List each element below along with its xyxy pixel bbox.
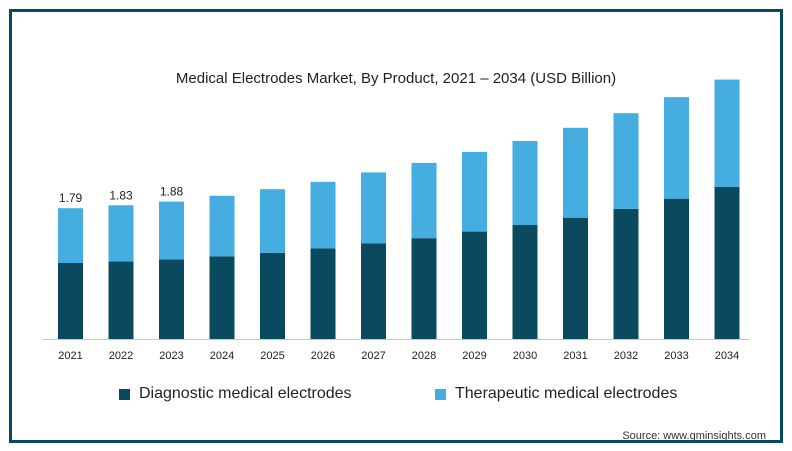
x-tick-label: 2033 bbox=[664, 350, 688, 362]
legend-swatch-therapeutic bbox=[435, 388, 446, 400]
x-tick-label: 2028 bbox=[412, 350, 436, 362]
x-tick-label: 2025 bbox=[260, 350, 284, 362]
bar-diagnostic-2026 bbox=[310, 248, 336, 339]
x-tick-label: 2023 bbox=[159, 350, 183, 362]
bar-therapeutic-2023 bbox=[159, 201, 184, 260]
x-tick-label: 2032 bbox=[614, 350, 638, 362]
x-tick-label: 2029 bbox=[462, 350, 486, 362]
bar-diagnostic-2024 bbox=[209, 256, 235, 339]
data-label-total: 1.79 bbox=[59, 191, 83, 205]
bar-diagnostic-2029 bbox=[462, 231, 487, 339]
source-note: Source: www.gminsights.com bbox=[622, 430, 766, 442]
bar-therapeutic-2025 bbox=[260, 189, 285, 253]
bar-diagnostic-2034 bbox=[714, 187, 740, 339]
x-tick-label: 2027 bbox=[361, 350, 385, 362]
x-tick-label: 2022 bbox=[109, 350, 133, 362]
bar-diagnostic-2028 bbox=[411, 238, 437, 339]
legend-item-therapeutic: Therapeutic medical electrodes bbox=[435, 385, 677, 403]
bar-therapeutic-2030 bbox=[512, 140, 538, 225]
bar-diagnostic-2031 bbox=[563, 217, 588, 339]
bar-diagnostic-2021 bbox=[58, 263, 83, 339]
bar-therapeutic-2024 bbox=[209, 195, 235, 257]
bar-diagnostic-2030 bbox=[512, 225, 538, 339]
data-label-total: 1.83 bbox=[109, 188, 133, 202]
bar-therapeutic-2022 bbox=[108, 205, 134, 262]
data-label-total: 1.88 bbox=[160, 185, 184, 199]
x-tick-label: 2030 bbox=[513, 350, 537, 362]
legend-label-therapeutic: Therapeutic medical electrodes bbox=[455, 385, 678, 402]
bar-therapeutic-2033 bbox=[664, 97, 689, 199]
bar-diagnostic-2022 bbox=[108, 261, 134, 339]
legend-swatch-diagnostic bbox=[119, 388, 130, 400]
bar-therapeutic-2026 bbox=[310, 181, 336, 249]
x-tick-label: 2026 bbox=[311, 350, 335, 362]
bar-therapeutic-2028 bbox=[411, 162, 437, 239]
bar-therapeutic-2031 bbox=[563, 127, 588, 218]
chart-frame: Medical Electrodes Market, By Product, 2… bbox=[9, 9, 783, 443]
bar-diagnostic-2027 bbox=[361, 243, 386, 339]
x-tick-label: 2034 bbox=[715, 350, 739, 362]
bar-therapeutic-2021 bbox=[58, 208, 83, 263]
legend-label-diagnostic: Diagnostic medical electrodes bbox=[139, 385, 352, 402]
legend-item-diagnostic: Diagnostic medical electrodes bbox=[119, 385, 352, 403]
chart-title: Medical Electrodes Market, By Product, 2… bbox=[175, 70, 617, 87]
bar-therapeutic-2034 bbox=[714, 79, 740, 187]
bar-therapeutic-2027 bbox=[361, 172, 386, 244]
bar-diagnostic-2032 bbox=[613, 208, 639, 339]
bar-therapeutic-2029 bbox=[462, 151, 487, 232]
bar-diagnostic-2025 bbox=[260, 252, 285, 339]
x-tick-label: 2024 bbox=[210, 350, 234, 362]
bar-diagnostic-2023 bbox=[159, 259, 184, 339]
x-tick-label: 2031 bbox=[563, 350, 587, 362]
bar-therapeutic-2032 bbox=[613, 113, 639, 209]
chart-plot: 2021 1.79 2022 1.83 2023 1.88 2024 2025 2026 2027… bbox=[42, 79, 750, 362]
bar-diagnostic-2033 bbox=[664, 198, 689, 339]
x-tick-label: 2021 bbox=[58, 350, 82, 362]
